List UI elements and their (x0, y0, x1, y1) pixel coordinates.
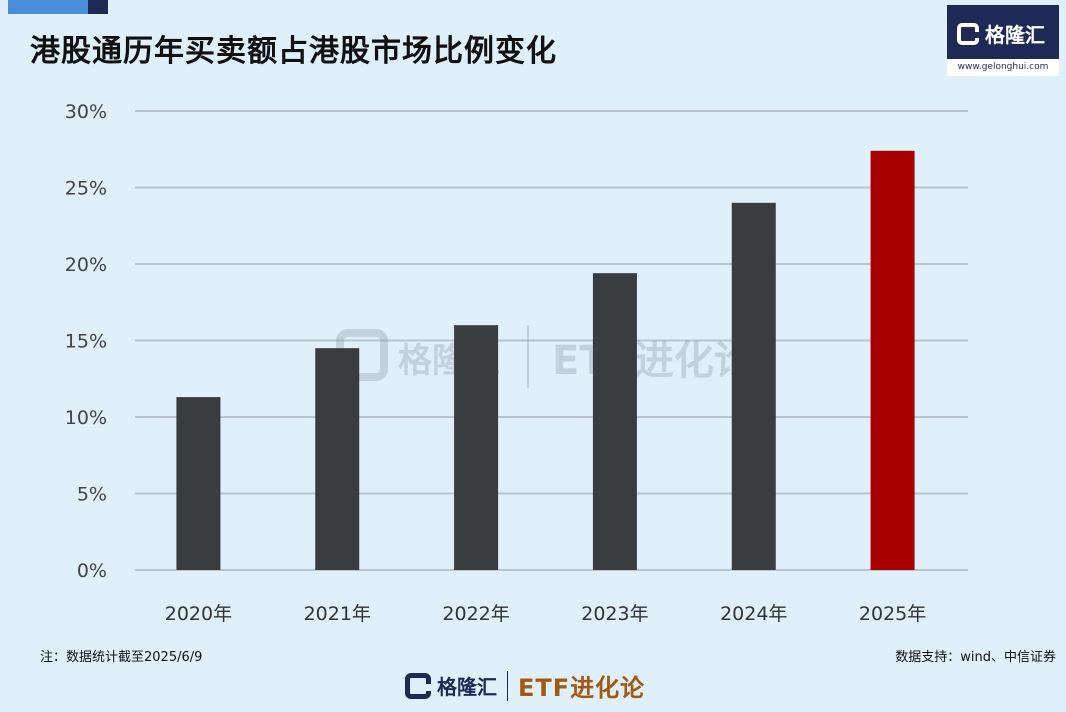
x-tick-label: 2022年 (442, 603, 509, 625)
footnote: 注：数据统计截至2025/6/9 (40, 650, 203, 665)
watermark-series: ETF进化论 (552, 338, 755, 384)
bar-2022年 (454, 325, 499, 570)
bar-2023年 (592, 273, 637, 570)
y-tick-label: 25% (65, 178, 107, 200)
bar-chart: 0% 5% 10% 15% 20% 25% 30% 格隆汇 ETF进化论 2020年 2021年 20… (65, 101, 968, 625)
x-tick-label: 2023年 (581, 603, 648, 625)
bar-2021年 (315, 348, 360, 570)
y-tick-label: 0% (77, 560, 107, 582)
y-tick-label: 5% (77, 484, 107, 506)
y-tick-label: 20% (65, 254, 107, 276)
bottom-brand-series: ETF进化论 (518, 674, 646, 702)
y-tick-label: 15% (65, 331, 107, 353)
data-source: 数据支持：wind、中信证券 (895, 650, 1056, 665)
corner-tab-dark (88, 0, 108, 14)
logo-url: www.gelonghui.com (947, 59, 1059, 76)
bar-2025年 (870, 150, 915, 570)
g-logo-icon (957, 22, 979, 45)
y-tick-label: 30% (65, 101, 107, 123)
x-tick-label: 2020年 (165, 603, 232, 625)
watermark: 格隆汇 ETF进化论 (336, 325, 755, 388)
corner-tab-light (8, 0, 88, 14)
logo-name: 格隆汇 (985, 23, 1045, 47)
x-tick-label: 2021年 (304, 603, 371, 625)
brand-logo: 格隆汇 www.gelonghui.com (947, 5, 1059, 76)
bottom-brand-name: 格隆汇 (437, 675, 497, 699)
y-tick-label: 10% (65, 407, 107, 429)
brand-divider (507, 670, 508, 701)
bar-2024年 (731, 202, 776, 571)
x-tick-label: 2025年 (859, 603, 926, 625)
chart-title: 港股通历年买卖额占港股市场比例变化 (30, 34, 557, 69)
bottom-brand: 格隆汇 ETF进化论 (405, 668, 645, 703)
x-tick-label: 2024年 (720, 603, 787, 625)
g-logo-icon (405, 672, 431, 699)
bar-2020年 (176, 397, 221, 570)
